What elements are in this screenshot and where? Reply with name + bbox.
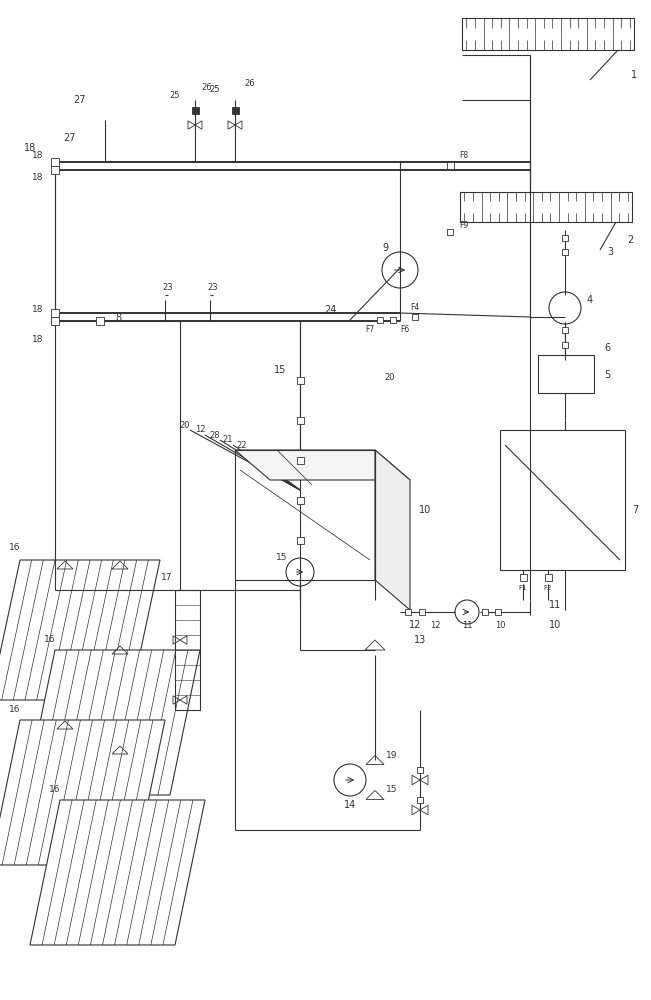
Text: 27: 27 — [64, 133, 76, 143]
Bar — [51, 158, 59, 166]
Text: 22: 22 — [237, 440, 247, 450]
Text: 20: 20 — [180, 420, 190, 430]
Text: 3: 3 — [607, 247, 613, 257]
Text: 12: 12 — [430, 620, 440, 630]
Text: 25: 25 — [170, 91, 180, 100]
Text: 16: 16 — [44, 636, 56, 645]
Text: 8: 8 — [115, 313, 121, 323]
Text: 18: 18 — [33, 150, 44, 159]
Bar — [482, 609, 488, 615]
Text: 25: 25 — [210, 86, 220, 95]
Text: 16: 16 — [9, 544, 21, 552]
Bar — [296, 376, 303, 383]
Text: 10: 10 — [549, 620, 561, 630]
Bar — [51, 166, 59, 174]
Text: 10: 10 — [495, 620, 505, 630]
Text: 21: 21 — [223, 436, 233, 444]
Bar — [96, 317, 104, 325]
Text: 1: 1 — [631, 70, 637, 80]
Bar — [544, 574, 551, 580]
Text: F7: F7 — [365, 326, 374, 334]
Text: 26: 26 — [245, 79, 255, 88]
Bar — [296, 536, 303, 544]
Text: 16: 16 — [49, 786, 61, 794]
Bar — [232, 106, 238, 113]
Text: 23: 23 — [163, 284, 173, 292]
Bar — [412, 314, 418, 320]
Bar — [538, 355, 594, 393]
Bar — [519, 574, 527, 580]
Bar — [51, 309, 59, 317]
Text: 7: 7 — [632, 505, 638, 515]
Text: 15: 15 — [276, 554, 288, 562]
Text: 24: 24 — [324, 305, 336, 315]
Text: 4: 4 — [587, 295, 593, 305]
Text: 15: 15 — [386, 786, 398, 794]
Bar — [562, 327, 568, 333]
Text: F4: F4 — [410, 304, 420, 312]
Text: 18: 18 — [24, 143, 36, 153]
Text: F6: F6 — [400, 326, 409, 334]
Bar — [447, 229, 453, 235]
Text: 2: 2 — [627, 235, 633, 245]
Bar — [390, 317, 396, 323]
Bar — [51, 317, 59, 325]
Bar — [191, 106, 199, 113]
Bar — [417, 767, 423, 773]
Bar — [562, 235, 568, 241]
Text: 18: 18 — [33, 336, 44, 344]
Bar — [296, 496, 303, 504]
Text: F8: F8 — [460, 150, 469, 159]
Text: 18: 18 — [33, 174, 44, 182]
Bar — [562, 249, 568, 255]
Bar — [175, 590, 200, 710]
Text: 16: 16 — [9, 706, 21, 714]
Text: 26: 26 — [202, 84, 212, 93]
Polygon shape — [25, 650, 200, 795]
Text: 5: 5 — [604, 370, 610, 380]
Bar — [447, 161, 454, 168]
Bar — [495, 609, 501, 615]
Bar — [235, 450, 375, 580]
Text: 27: 27 — [74, 95, 86, 105]
Text: 9: 9 — [382, 243, 388, 253]
Text: 23: 23 — [208, 284, 218, 292]
Text: 11: 11 — [549, 600, 561, 610]
Text: 10: 10 — [419, 505, 431, 515]
Text: F2: F2 — [544, 585, 552, 591]
Polygon shape — [30, 800, 205, 945]
Bar — [462, 18, 634, 50]
Text: 14: 14 — [344, 800, 356, 810]
Bar — [562, 342, 568, 348]
Bar — [500, 430, 625, 570]
Bar — [405, 609, 411, 615]
Bar — [419, 609, 425, 615]
Text: 20: 20 — [385, 373, 395, 382]
Text: 11: 11 — [462, 620, 472, 630]
Text: F1: F1 — [519, 585, 527, 591]
Text: 6: 6 — [604, 343, 610, 353]
Text: 17: 17 — [161, 574, 173, 582]
Text: 13: 13 — [414, 635, 426, 645]
Text: 18: 18 — [33, 306, 44, 314]
Bar — [417, 797, 423, 803]
Bar — [460, 192, 632, 222]
Polygon shape — [0, 720, 165, 865]
Polygon shape — [235, 450, 410, 480]
Text: 12: 12 — [409, 620, 421, 630]
Polygon shape — [375, 450, 410, 610]
Text: 15: 15 — [274, 365, 286, 375]
Text: 28: 28 — [210, 430, 220, 440]
Bar — [296, 456, 303, 464]
Bar — [377, 317, 383, 323]
Polygon shape — [0, 560, 160, 700]
Text: F9: F9 — [460, 221, 469, 230]
Text: 12: 12 — [195, 426, 205, 434]
Text: 19: 19 — [386, 750, 398, 760]
Bar — [296, 416, 303, 424]
